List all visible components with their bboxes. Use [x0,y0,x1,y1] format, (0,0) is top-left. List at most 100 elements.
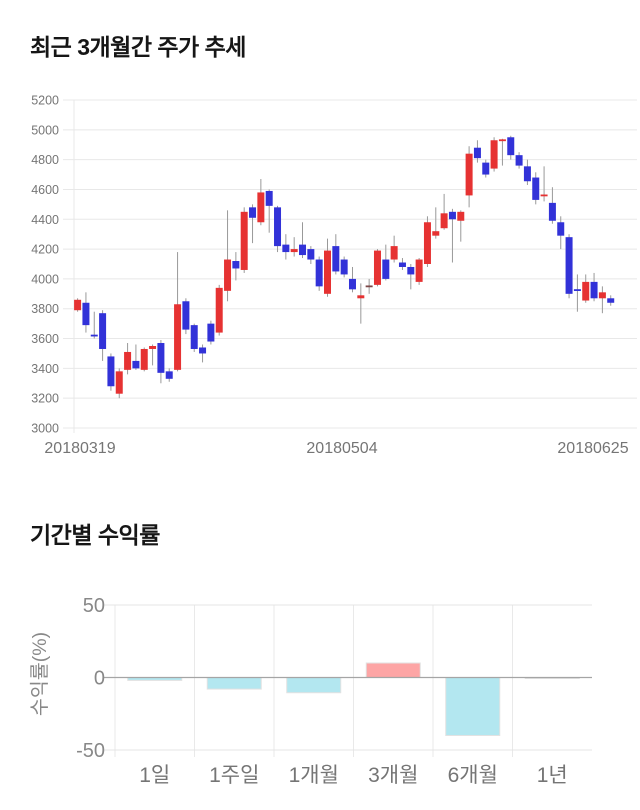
candle [290,237,298,257]
candle-body [99,313,107,349]
candle [423,216,431,267]
candle-body [448,211,456,220]
candle-body [149,346,157,349]
candle-body [324,250,331,294]
candle [215,284,223,336]
candle-body [340,259,348,275]
candle [565,234,573,299]
category-label: 1개월 [289,764,339,787]
candlesticks [74,135,615,399]
candle-body [157,343,165,373]
candle [607,295,615,306]
candle [74,298,82,312]
y-tick-label: 5000 [31,123,59,137]
candle-body [582,281,590,301]
x-tick-label: 20180625 [557,440,628,457]
candle-body [565,237,573,294]
candle [207,320,215,345]
candle [307,246,315,264]
candle-body [132,360,140,369]
candle-body [174,304,182,370]
candle [132,344,140,370]
candle-body [573,289,581,291]
x-tick-label: 20180504 [306,440,377,457]
candle-body [365,285,373,288]
candle [490,137,498,172]
candle [582,274,590,303]
candle-body [265,190,273,206]
return-bars [127,662,580,736]
y-tick-label: -50 [76,740,105,762]
candle-body [398,262,406,267]
y-tick-label: 3200 [31,392,59,406]
candle [324,238,331,297]
candle [124,343,132,375]
candle [365,278,373,294]
candle [82,292,90,333]
candle-body [107,356,115,387]
candle-body [415,259,423,282]
y-tick-label: 3600 [31,332,59,346]
candle-body [249,207,257,218]
candle-body [90,334,98,337]
candle-body [190,325,198,349]
period-returns-bar-chart: 50 0 -50 수익률(%) 1일 1주일 1개월 3개월 6개월 1년 [29,595,592,787]
candle-body [440,213,448,229]
candle-body [215,287,223,333]
candle-body [407,266,415,275]
candle [523,159,531,185]
candle [448,208,456,263]
candle-body [357,295,365,299]
candle [224,210,232,302]
candle-body [165,371,173,379]
candle-body [199,347,207,354]
candle [532,172,540,205]
category-label: 1년 [537,764,568,787]
candle-body [224,259,232,291]
candle-body [432,231,440,236]
candle-body [557,222,565,236]
candle-body [523,166,531,182]
candle [115,368,123,399]
candle [299,222,307,259]
candle-body [82,302,90,326]
candle [540,166,548,202]
candle [232,252,240,281]
candle-body [290,249,298,253]
candle [473,140,481,163]
candle [149,344,157,366]
candle-body [257,192,265,223]
candle [432,207,440,239]
x-tick-label: 20180319 [44,440,115,457]
candle [507,135,515,160]
category-label: 1주일 [209,764,259,787]
candle [390,235,398,263]
candle-body [423,222,431,264]
candle-body [182,301,190,330]
candle-body [473,147,481,159]
candle-body [373,250,381,285]
candle-body [307,249,315,260]
candle-body [590,281,598,299]
candle-body [507,137,515,156]
candle-body [482,162,490,175]
candle [373,249,381,287]
return-bar [445,677,501,736]
candle [274,205,282,253]
candle-body [607,298,615,303]
candle-body [515,155,523,166]
candle-body [498,139,506,142]
candle [598,286,606,314]
candle [398,258,406,270]
candle [415,258,423,285]
candle [257,179,265,226]
candle [557,216,565,250]
candle-body [332,246,340,272]
y-tick-label: 3800 [31,302,59,316]
candle-body [115,371,123,394]
return-bar [365,662,421,678]
candle-body [548,202,556,221]
candle [407,264,415,290]
candle [99,310,107,361]
